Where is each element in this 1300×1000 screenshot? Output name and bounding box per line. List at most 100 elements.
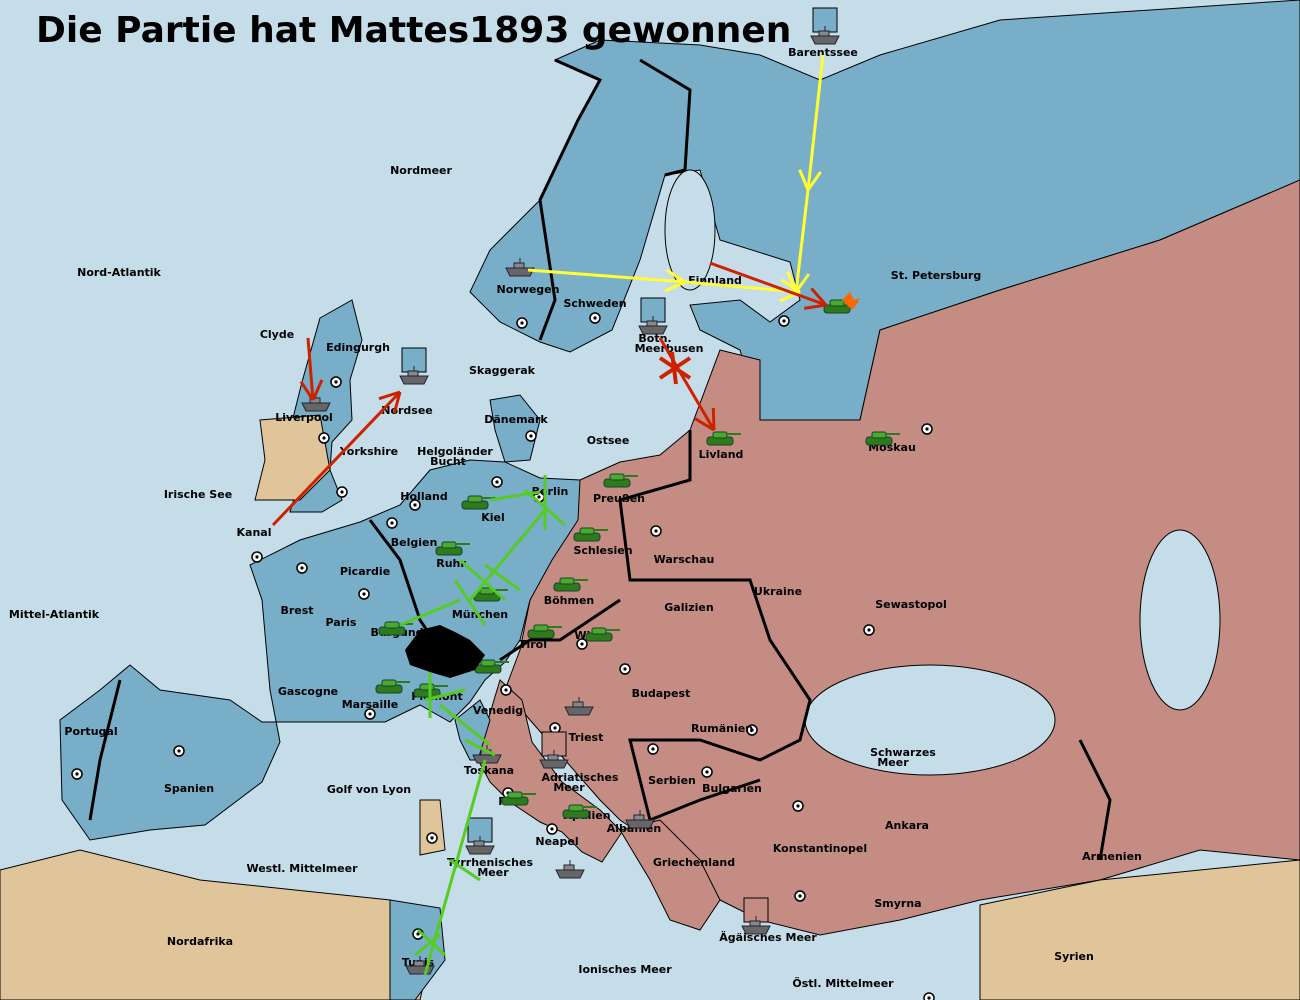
battleship-icon[interactable] bbox=[564, 697, 594, 716]
tank-icon[interactable] bbox=[865, 431, 900, 446]
support-order-line bbox=[414, 933, 441, 957]
battleship-icon[interactable] bbox=[810, 7, 840, 45]
territory-label: Ostsee bbox=[587, 434, 630, 447]
supply-center-dot bbox=[177, 749, 181, 753]
territory-label: Golf von Lyon bbox=[327, 783, 411, 796]
territory-label: Sewastopol bbox=[875, 598, 947, 611]
power-border bbox=[538, 58, 603, 341]
battleship-icon[interactable] bbox=[625, 810, 655, 829]
move-order-arrow-head bbox=[804, 303, 827, 310]
territory-label: Tyrrhenisches bbox=[447, 856, 533, 869]
supply-center-dot bbox=[798, 894, 802, 898]
territory-label: Tirol bbox=[519, 638, 547, 651]
territory-label: Smyrna bbox=[874, 897, 921, 910]
territory-label: Triest bbox=[569, 731, 604, 744]
support-order-line bbox=[468, 509, 547, 601]
territory-label: Nordmeer bbox=[390, 164, 452, 177]
move-order-arrow bbox=[306, 337, 315, 401]
supply-center-dot bbox=[925, 427, 929, 431]
tank-icon[interactable] bbox=[603, 473, 638, 488]
territory-label: Ionisches Meer bbox=[578, 963, 672, 976]
caspian-sea bbox=[1139, 529, 1221, 711]
territory-label: Kiel bbox=[481, 511, 505, 524]
land-ireland-neutral[interactable] bbox=[254, 414, 331, 501]
battleship-icon[interactable] bbox=[539, 731, 569, 769]
territory-label: Spanien bbox=[164, 782, 214, 795]
territory-label: Schwarzes bbox=[870, 746, 936, 759]
support-order-line bbox=[424, 688, 466, 702]
move-order-arrow bbox=[794, 189, 810, 293]
supply-center-dot bbox=[782, 319, 786, 323]
territory-label: Serbien bbox=[648, 774, 696, 787]
land-scandinavia-jut-blue[interactable] bbox=[489, 394, 541, 463]
tank-icon[interactable] bbox=[375, 679, 410, 694]
battleship-icon[interactable] bbox=[465, 817, 495, 855]
territory-label: Helgoländer bbox=[417, 445, 493, 458]
tank-icon[interactable] bbox=[435, 541, 470, 556]
tank-icon[interactable] bbox=[461, 495, 496, 510]
dislodged-unit-blob bbox=[405, 625, 485, 678]
territory-label: Liverpool bbox=[275, 411, 333, 424]
territory-label: Armenien bbox=[1082, 850, 1142, 863]
tank-icon[interactable] bbox=[553, 577, 588, 592]
territory-label: Venedig bbox=[473, 704, 523, 717]
territory-label: Paris bbox=[326, 616, 357, 629]
supply-center-dot bbox=[413, 503, 417, 507]
tank-icon[interactable] bbox=[573, 527, 608, 542]
territory-label: Ukraine bbox=[754, 585, 802, 598]
supply-center-dot bbox=[651, 747, 655, 751]
territory-label: Nord-Atlantik bbox=[77, 266, 161, 279]
battleship-icon[interactable] bbox=[505, 258, 535, 277]
land-sardinia-neutral[interactable] bbox=[419, 799, 446, 856]
battleship-icon[interactable] bbox=[399, 347, 429, 385]
power-border bbox=[1078, 739, 1112, 861]
supply-center-dot bbox=[550, 827, 554, 831]
move-order-arrow bbox=[527, 268, 686, 284]
tank-icon[interactable] bbox=[501, 791, 536, 806]
territory-label: Meer bbox=[877, 756, 909, 769]
land-north-blue[interactable] bbox=[469, 0, 1300, 421]
battleship-icon[interactable] bbox=[638, 297, 668, 335]
territory-label: Yorkshire bbox=[339, 445, 398, 458]
tank-icon[interactable] bbox=[562, 804, 597, 819]
support-order-line bbox=[439, 703, 491, 747]
territory-label: Toskana bbox=[464, 764, 514, 777]
support-order-line bbox=[459, 558, 506, 602]
tank-icon[interactable] bbox=[706, 431, 741, 446]
land-syria-neutral[interactable] bbox=[979, 859, 1300, 1000]
battleship-icon[interactable] bbox=[741, 897, 771, 935]
supply-center-dot bbox=[368, 712, 372, 716]
tank-icon[interactable] bbox=[823, 299, 858, 314]
move-order-arrow-head bbox=[378, 390, 401, 401]
territory-label: Belgien bbox=[391, 536, 438, 549]
tank-icon[interactable] bbox=[585, 627, 620, 642]
tank-icon[interactable] bbox=[474, 659, 509, 674]
battleship-icon[interactable] bbox=[555, 860, 585, 879]
supply-center-dot bbox=[255, 555, 259, 559]
territory-label: Portugal bbox=[64, 725, 117, 738]
territory-label: Böhmen bbox=[544, 594, 595, 607]
units-layer bbox=[301, 7, 900, 975]
territory-label: Rumänien bbox=[691, 722, 753, 735]
land-balkans-rose[interactable] bbox=[619, 819, 721, 931]
tank-icon[interactable] bbox=[527, 624, 562, 639]
territory-label: München bbox=[452, 608, 508, 621]
supply-center-dot bbox=[580, 642, 584, 646]
supply-center-dot bbox=[593, 316, 597, 320]
territory-label: Holland bbox=[400, 490, 447, 503]
territory-label: Gascogne bbox=[278, 685, 338, 698]
move-order-arrow-head bbox=[711, 407, 716, 431]
territory-label: Ankara bbox=[885, 819, 929, 832]
support-order-line bbox=[524, 488, 566, 527]
move-order-arrow-head bbox=[694, 417, 715, 432]
territory-label: Kanal bbox=[237, 526, 272, 539]
support-order-line bbox=[464, 738, 496, 757]
supply-center-dot bbox=[416, 932, 420, 936]
territory-label: Ruhr bbox=[436, 557, 466, 570]
supply-center-dot bbox=[537, 495, 541, 499]
land-tunis-blue[interactable] bbox=[389, 899, 446, 1000]
move-order-arrow bbox=[658, 337, 716, 431]
move-order-arrow bbox=[684, 280, 801, 294]
tank-icon[interactable] bbox=[378, 621, 413, 636]
